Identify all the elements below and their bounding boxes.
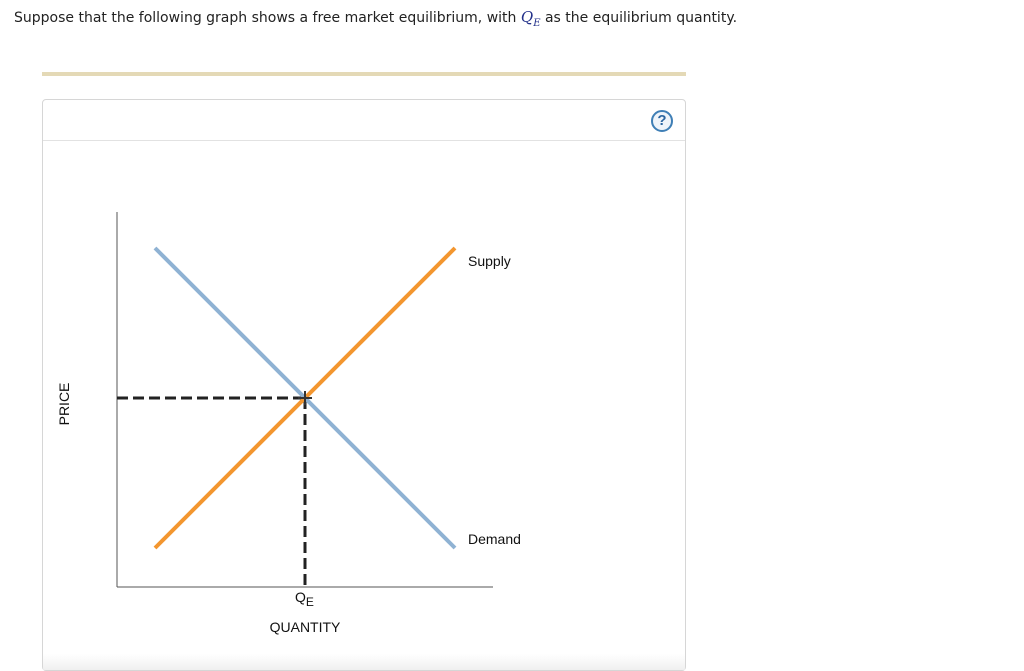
y-axis-label: PRICE [56,383,72,426]
question-text-after: as the equilibrium quantity. [540,10,738,26]
question-text-before: Suppose that the following graph shows a… [14,10,521,26]
supply-label: Supply [468,253,511,269]
curves [153,246,457,550]
chart-labels: Supply Demand PRICE QUANTITY QE [56,253,521,635]
question-text: Suppose that the following graph shows a… [14,8,737,29]
equilibrium-quantity-label: QE [295,589,314,609]
supply-demand-chart: Supply Demand PRICE QUANTITY QE [56,212,521,635]
panel-bottom-fade [43,654,685,670]
section-divider [42,72,686,76]
demand-label: Demand [468,531,521,547]
x-axis-label: QUANTITY [270,619,341,635]
graph-toolbar: ? [43,100,685,141]
equilibrium-quantity-main: Q [295,589,306,605]
equilibrium-quantity-sub: E [306,595,314,609]
help-button[interactable]: ? [651,110,673,132]
equilibrium-quantity-symbol: QE [520,8,541,29]
